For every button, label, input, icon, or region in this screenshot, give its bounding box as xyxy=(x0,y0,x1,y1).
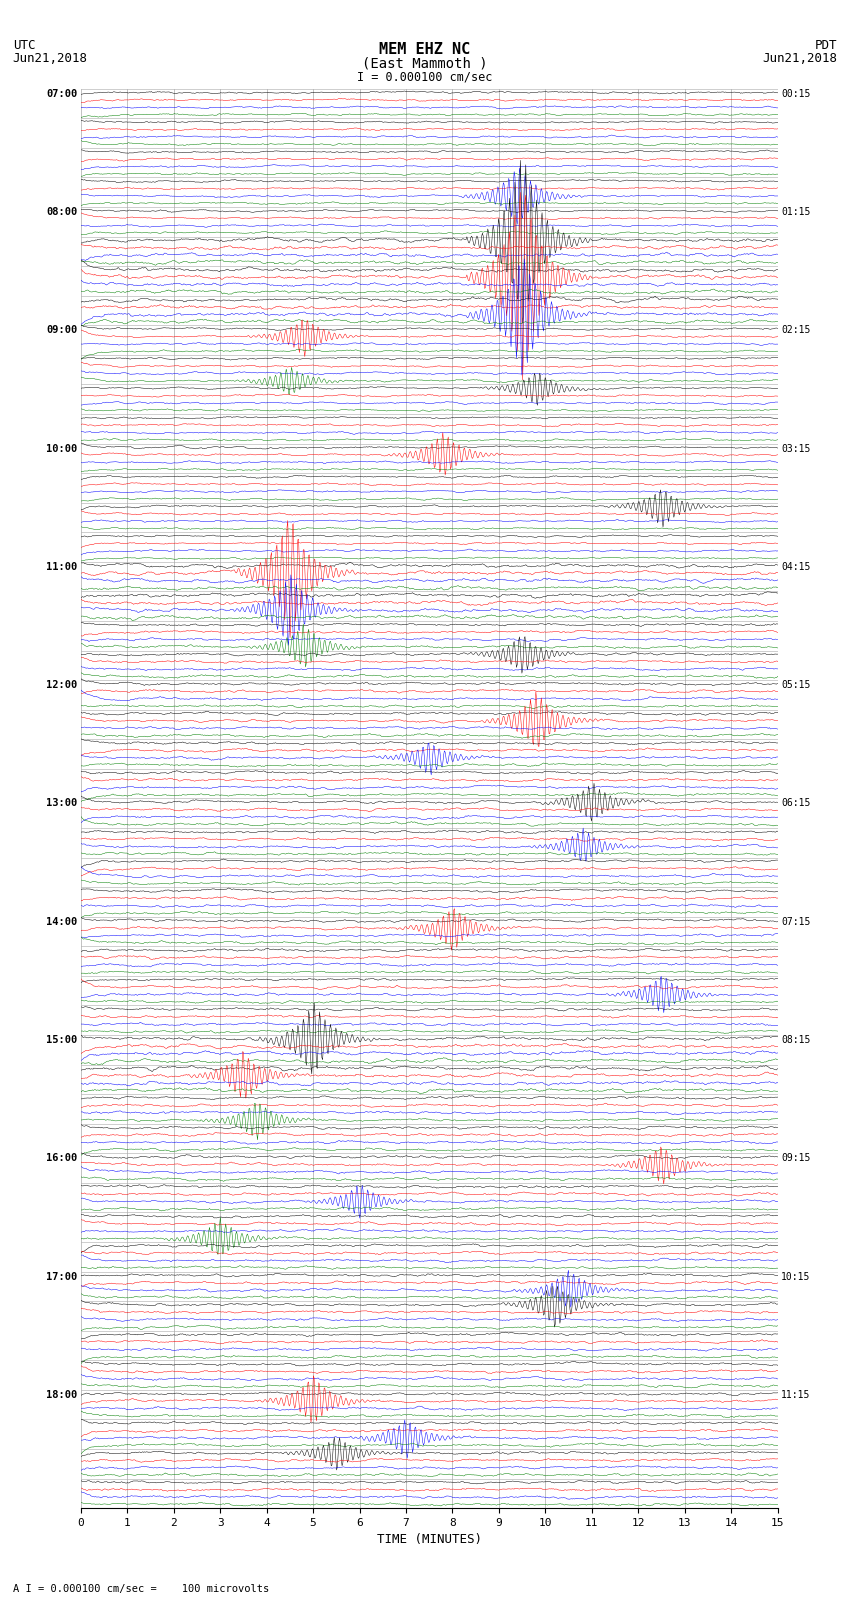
Text: 04:15: 04:15 xyxy=(781,561,811,573)
Text: 10:00: 10:00 xyxy=(46,444,77,453)
Text: 10:15: 10:15 xyxy=(781,1271,811,1282)
Text: (East Mammoth ): (East Mammoth ) xyxy=(362,56,488,71)
Text: Jun21,2018: Jun21,2018 xyxy=(13,52,88,65)
Text: 00:15: 00:15 xyxy=(781,89,811,98)
Text: 15:00: 15:00 xyxy=(46,1036,77,1045)
Text: 07:15: 07:15 xyxy=(781,916,811,927)
Text: 18:00: 18:00 xyxy=(46,1390,77,1400)
Text: 08:15: 08:15 xyxy=(781,1036,811,1045)
Text: 02:15: 02:15 xyxy=(781,326,811,336)
Text: 03:15: 03:15 xyxy=(781,444,811,453)
Text: 09:15: 09:15 xyxy=(781,1153,811,1163)
Text: MEM EHZ NC: MEM EHZ NC xyxy=(379,42,471,56)
Text: 09:00: 09:00 xyxy=(46,326,77,336)
Text: 06:15: 06:15 xyxy=(781,798,811,808)
Text: 17:00: 17:00 xyxy=(46,1271,77,1282)
Text: I = 0.000100 cm/sec: I = 0.000100 cm/sec xyxy=(357,71,493,84)
Text: 01:15: 01:15 xyxy=(781,206,811,218)
Text: 11:00: 11:00 xyxy=(46,561,77,573)
Text: PDT: PDT xyxy=(815,39,837,52)
Text: UTC: UTC xyxy=(13,39,35,52)
Text: 12:00: 12:00 xyxy=(46,681,77,690)
X-axis label: TIME (MINUTES): TIME (MINUTES) xyxy=(377,1534,482,1547)
Text: Jun21,2018: Jun21,2018 xyxy=(762,52,837,65)
Text: 13:00: 13:00 xyxy=(46,798,77,808)
Text: 08:00: 08:00 xyxy=(46,206,77,218)
Text: 16:00: 16:00 xyxy=(46,1153,77,1163)
Text: A I = 0.000100 cm/sec =    100 microvolts: A I = 0.000100 cm/sec = 100 microvolts xyxy=(13,1584,269,1594)
Text: 07:00: 07:00 xyxy=(46,89,77,98)
Text: 14:00: 14:00 xyxy=(46,916,77,927)
Text: 11:15: 11:15 xyxy=(781,1390,811,1400)
Text: 05:15: 05:15 xyxy=(781,681,811,690)
